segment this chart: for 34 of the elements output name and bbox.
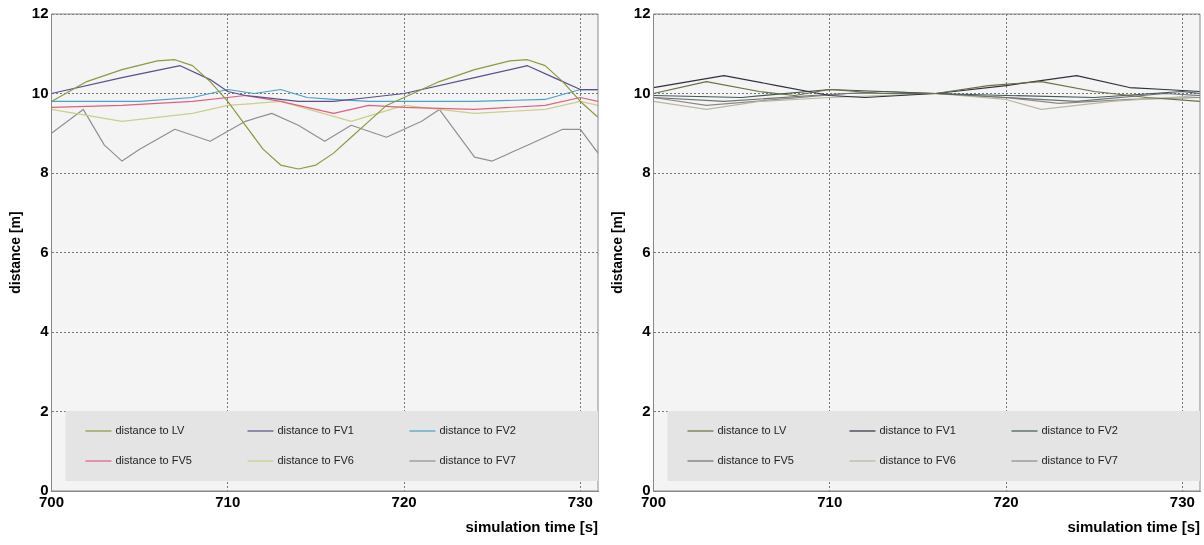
legend-label: distance to FV2 <box>1041 424 1118 437</box>
y-tick-label: 6 <box>642 242 651 260</box>
y-tick-label: 4 <box>40 322 50 340</box>
y-tick-label: 6 <box>40 242 49 260</box>
y-tick-label: 2 <box>40 401 49 419</box>
legend-label: distance to FV6 <box>277 454 354 467</box>
y-axis-title: distance [m] <box>7 211 24 294</box>
y-tick-label: 8 <box>642 163 651 181</box>
legend-label: distance to FV7 <box>1041 454 1118 467</box>
y-tick-label: 12 <box>31 4 49 22</box>
legend-label: distance to FV2 <box>439 424 516 437</box>
x-tick-label: 720 <box>993 493 1019 511</box>
y-tick-label: 2 <box>642 401 651 419</box>
y-tick-label: 10 <box>31 83 49 101</box>
x-axis-title: simulation time [s] <box>465 518 598 536</box>
x-tick-label: 720 <box>391 493 417 511</box>
y-tick-label: 12 <box>633 4 651 22</box>
x-tick-label: 710 <box>817 493 843 511</box>
y-tick-label: 8 <box>40 163 49 181</box>
x-tick-label: 730 <box>567 493 593 511</box>
legend-label: distance to FV1 <box>277 424 354 437</box>
legend-label: distance to FV6 <box>879 454 956 467</box>
legend-label: distance to FV5 <box>717 454 794 467</box>
legend-label: distance to FV1 <box>879 424 956 437</box>
y-tick-label: 10 <box>633 83 651 101</box>
y-tick-label: 4 <box>642 322 652 340</box>
legend-label: distance to LV <box>717 424 788 437</box>
x-tick-label: 730 <box>1169 493 1195 511</box>
x-tick-label: 710 <box>215 493 241 511</box>
legend-label: distance to LV <box>115 424 186 437</box>
legend-label: distance to FV5 <box>115 454 192 467</box>
legend-label: distance to FV7 <box>439 454 516 467</box>
y-axis-title: distance [m] <box>609 211 626 294</box>
x-axis-title: simulation time [s] <box>1067 518 1200 536</box>
